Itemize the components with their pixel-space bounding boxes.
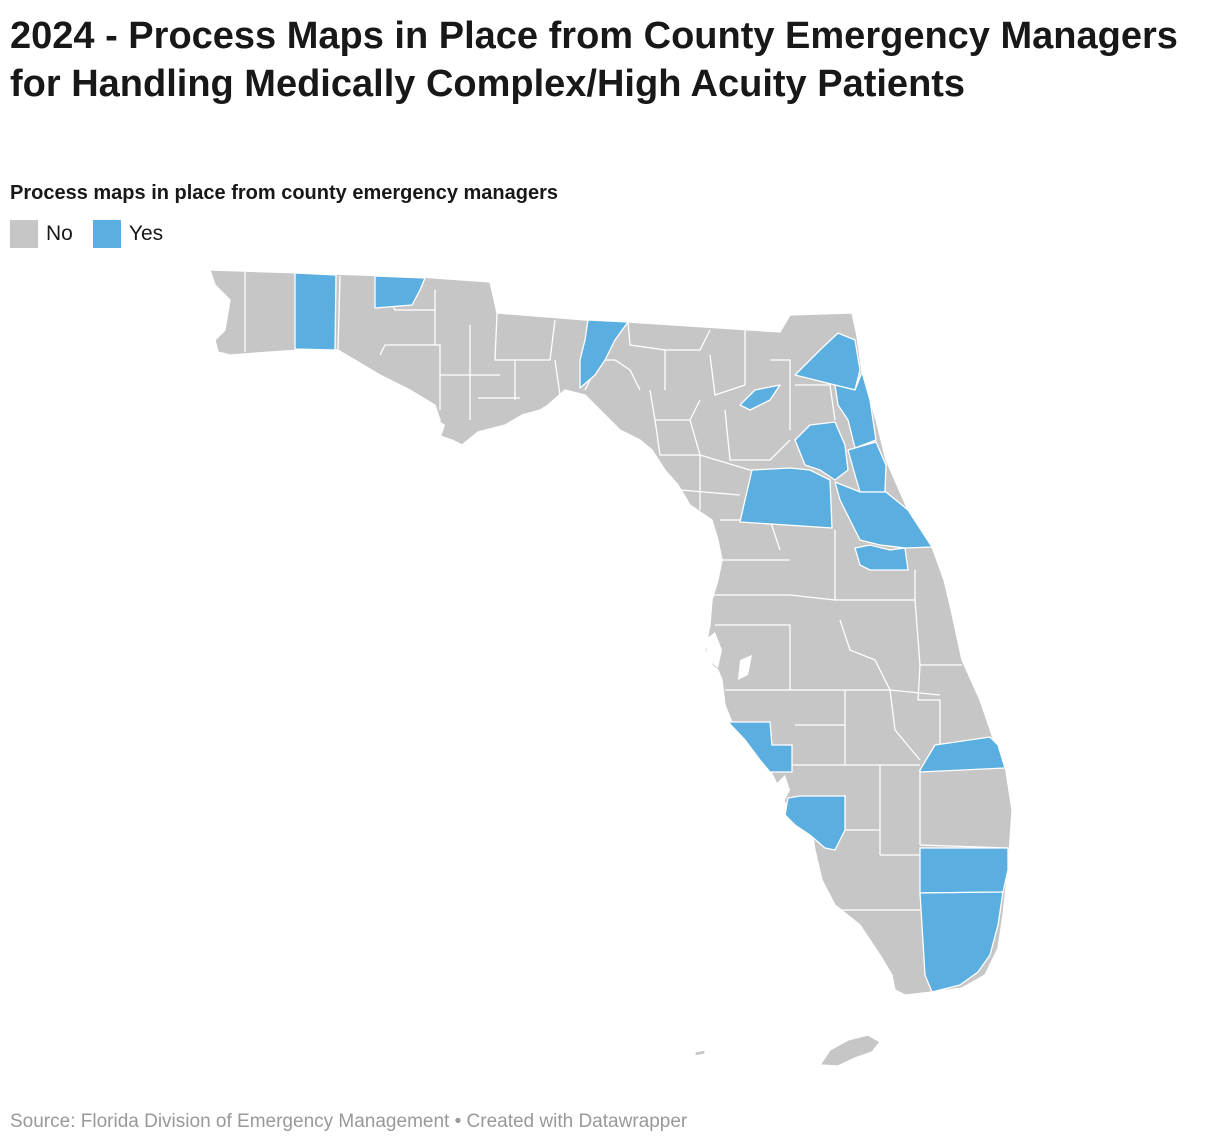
florida-outline [209,269,1013,996]
legend-item-yes: Yes [92,220,164,248]
legend-label-yes: Yes [128,222,164,245]
county-lee [784,795,846,851]
county-jefferson [579,319,629,389]
county-seminole [854,544,909,571]
county-putnam [794,421,849,481]
county-palm-beach [919,736,1006,773]
county-holmes [374,275,426,309]
legend-title: Process maps in place from county emerge… [10,182,558,204]
legend-swatch-yes [92,220,121,248]
county-okaloosa [294,272,337,351]
county-union [739,384,781,411]
florida-keys-chain [887,989,969,1046]
yes-counties [294,272,1009,993]
source-credit: Source: Florida Division of Emergency Ma… [10,1111,688,1132]
legend-item-no: No [10,220,73,248]
legend-label-no: No [46,222,73,245]
county-duval [794,332,861,391]
florida-keys [819,1034,881,1067]
county-sarasota [727,721,793,773]
coastal-water [435,420,790,800]
county-st-johns [834,371,877,449]
legend: No Yes [10,220,183,248]
florida-county-map [209,269,1013,1067]
county-marion [739,467,833,529]
county-broward [919,847,1009,894]
county-miami-dade [919,891,1004,993]
legend-swatch-no [10,220,38,248]
chart-title: 2024 - Process Maps in Place from County… [10,15,1178,105]
dry-tortugas [694,1049,706,1057]
